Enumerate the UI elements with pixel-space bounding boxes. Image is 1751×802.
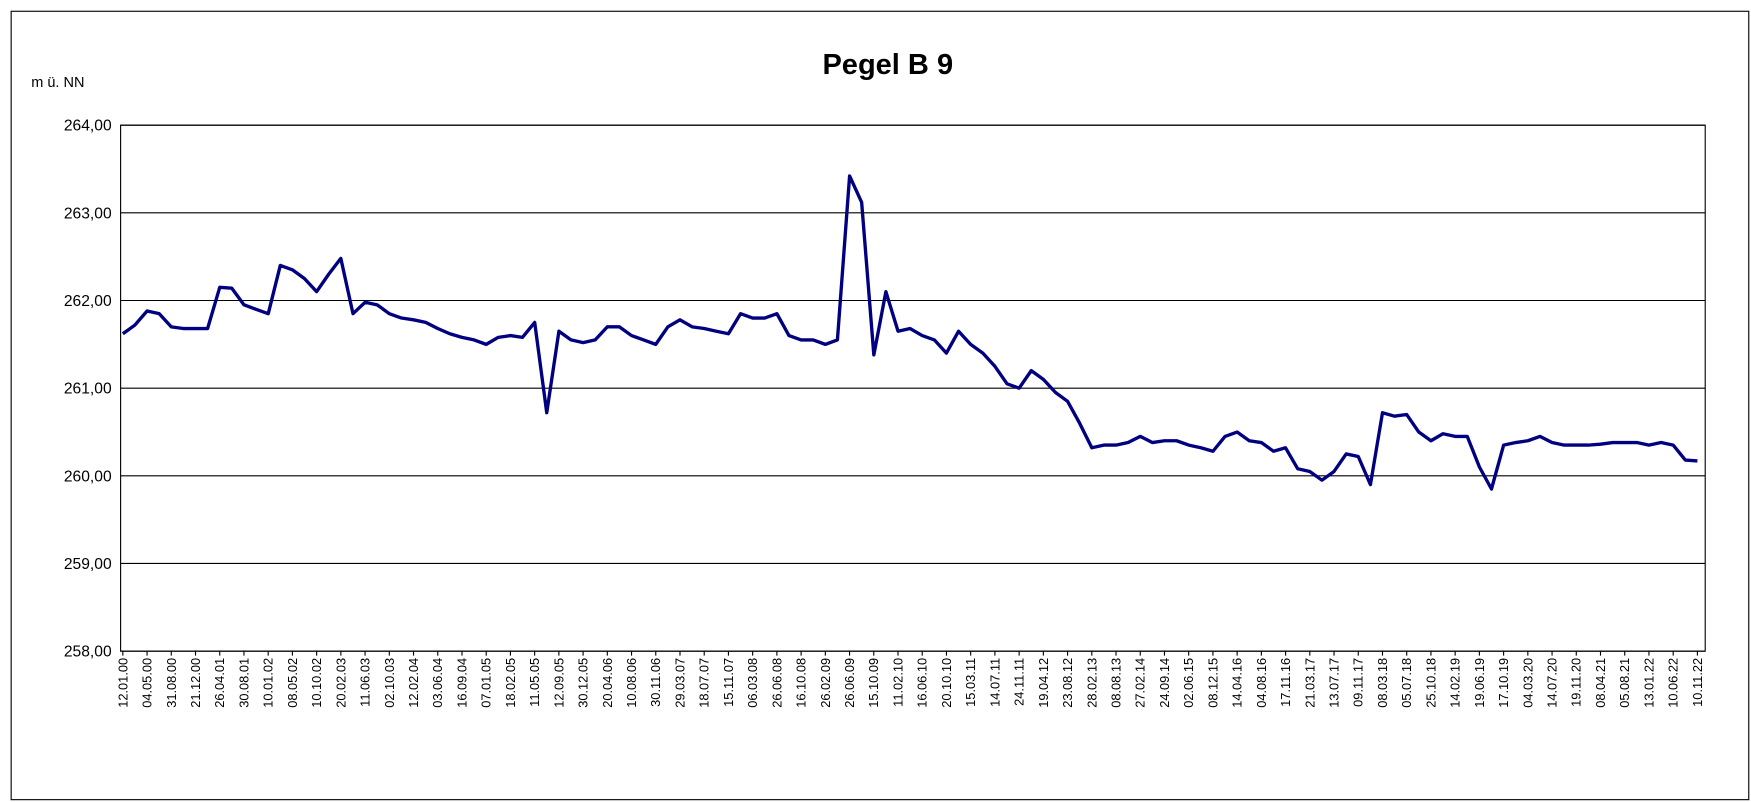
x-tick-label: 17.10.19 (1496, 658, 1511, 708)
y-tick-label: 264,00 (64, 118, 112, 135)
x-tick-label: 16.06.10 (915, 658, 930, 708)
x-tick-label: 16.10.08 (794, 658, 809, 708)
x-tick-label: 11.02.10 (890, 658, 905, 707)
x-tick-label: 05.07.18 (1399, 658, 1414, 708)
x-tick-label: 20.04.06 (600, 658, 615, 708)
x-tick-label: 15.03.11 (963, 658, 978, 707)
x-tick-label: 10.08.06 (624, 658, 639, 708)
x-tick-label: 21.12.00 (188, 658, 203, 708)
x-tick-label: 27.02.14 (1133, 658, 1148, 708)
y-tick-label: 263,00 (64, 205, 112, 222)
y-tick-label: 259,00 (64, 556, 112, 573)
x-tick-label: 07.01.05 (479, 658, 494, 708)
x-tick-label: 15.10.09 (866, 658, 881, 708)
x-tick-label: 14.07.20 (1545, 658, 1560, 708)
x-tick-label: 04.05.00 (140, 658, 155, 708)
x-tick-label: 30.08.01 (236, 658, 251, 708)
x-tick-label: 05.08.21 (1617, 658, 1632, 708)
x-tick-label: 13.07.17 (1327, 658, 1342, 708)
x-tick-label: 02.06.15 (1181, 658, 1196, 708)
x-tick-label: 14.04.16 (1230, 658, 1245, 708)
chart-title: Pegel B 9 (822, 49, 953, 81)
y-tick-label: 260,00 (64, 468, 112, 485)
x-tick-label: 23.08.12 (1060, 658, 1075, 708)
x-tick-label: 19.11.20 (1569, 658, 1584, 707)
x-tick-label: 26.04.01 (212, 658, 227, 708)
x-tick-label: 10.10.02 (309, 658, 324, 708)
x-tick-label: 19.06.19 (1472, 658, 1487, 708)
x-tick-label: 20.10.10 (939, 658, 954, 708)
x-tick-label: 26.06.09 (842, 658, 857, 708)
x-tick-label: 04.08.16 (1254, 658, 1269, 708)
x-tick-label: 26.02.09 (818, 658, 833, 708)
x-tick-label: 04.03.20 (1520, 658, 1535, 708)
x-tick-label: 14.07.11 (987, 658, 1002, 707)
x-tick-label: 15.11.07 (721, 658, 736, 707)
x-tick-label: 02.10.03 (382, 658, 397, 708)
x-tick-label: 20.02.03 (333, 658, 348, 708)
x-tick-label: 24.09.14 (1157, 658, 1172, 708)
x-tick-label: 28.02.13 (1084, 658, 1099, 708)
x-tick-label: 10.06.22 (1666, 658, 1681, 708)
x-tick-label: 16.09.04 (454, 658, 469, 708)
x-tick-label: 08.03.18 (1375, 658, 1390, 708)
x-tick-label: 25.10.18 (1423, 658, 1438, 708)
x-tick-label: 10.01.02 (261, 658, 276, 708)
x-tick-label: 12.02.04 (406, 658, 421, 708)
x-tick-label: 03.06.04 (430, 658, 445, 708)
x-tick-label: 21.03.17 (1302, 658, 1317, 708)
x-tick-label: 24.11.11 (1012, 658, 1027, 706)
x-tick-label: 12.09.05 (551, 658, 566, 708)
x-tick-label: 08.05.02 (285, 658, 300, 708)
y-tick-label: 262,00 (64, 293, 112, 310)
x-tick-label: 11.06.03 (358, 658, 373, 707)
x-tick-label: 11.05.05 (527, 658, 542, 707)
y-tick-label: 258,00 (64, 644, 112, 661)
x-tick-label: 18.02.05 (503, 658, 518, 708)
x-tick-label: 17.11.16 (1278, 658, 1293, 707)
x-tick-label: 31.08.00 (164, 658, 179, 708)
x-tick-label: 08.08.13 (1108, 658, 1123, 708)
x-tick-label: 09.11.17 (1351, 658, 1366, 707)
x-tick-label: 06.03.08 (745, 658, 760, 708)
x-tick-label: 10.11.22 (1690, 658, 1705, 707)
y-tick-label: 261,00 (64, 381, 112, 398)
x-tick-label: 26.06.08 (769, 658, 784, 708)
x-tick-label: 08.12.15 (1205, 658, 1220, 708)
y-axis-label: m ü. NN (31, 75, 84, 91)
x-tick-label: 14.02.19 (1448, 658, 1463, 708)
x-tick-label: 30.11.06 (648, 658, 663, 707)
data-line (121, 174, 1698, 491)
x-tick-label: 12.01.00 (115, 658, 130, 708)
x-tick-label: 08.04.21 (1593, 658, 1608, 708)
x-tick-label: 19.04.12 (1036, 658, 1051, 708)
x-tick-label: 13.01.22 (1641, 658, 1656, 708)
chart-frame (10, 10, 1750, 801)
x-tick-label: 18.07.07 (697, 658, 712, 708)
x-tick-label: 30.12.05 (576, 658, 591, 708)
x-tick-label: 29.03.07 (672, 658, 687, 708)
